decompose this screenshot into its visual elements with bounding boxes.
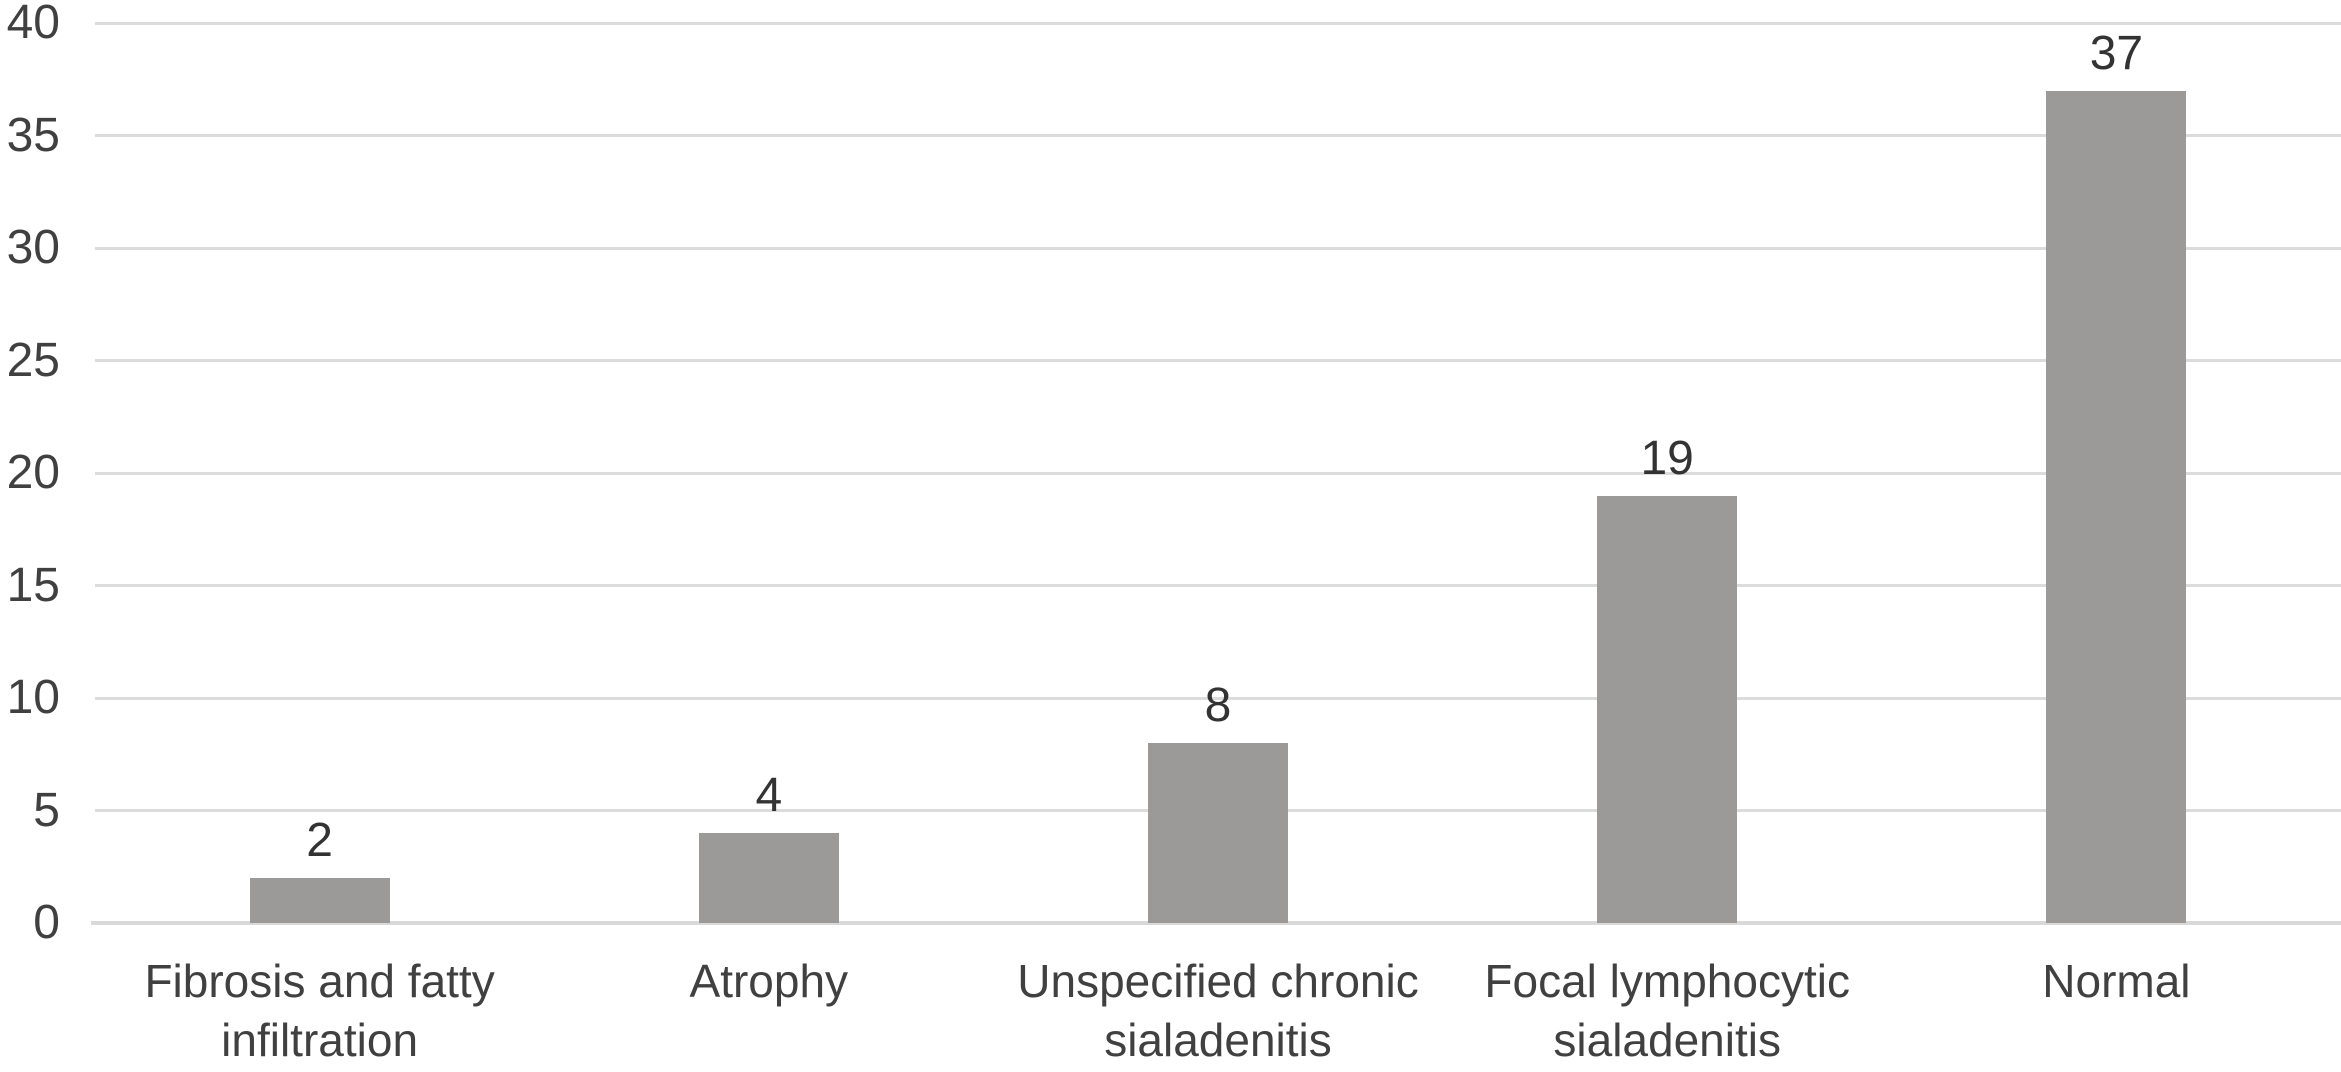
- bar: [1148, 743, 1288, 923]
- category-axis-label: Unspecified chronic sialadenitis: [1017, 955, 1419, 1066]
- bar: [2046, 90, 2187, 923]
- gridline: [95, 584, 2341, 587]
- gridline: [95, 246, 2341, 250]
- y-axis-tick-label: 25: [6, 333, 60, 387]
- y-axis-tick-label: 10: [6, 671, 60, 724]
- y-axis-tick-label: 20: [6, 446, 60, 499]
- y-axis-tick-label: 0: [33, 896, 60, 949]
- bar-value-label: 37: [2089, 26, 2144, 80]
- y-axis-tick-label: 40: [6, 0, 60, 49]
- bar-value-label: 2: [306, 814, 333, 867]
- y-axis-tick-label: 35: [6, 108, 60, 162]
- bar: [1597, 495, 1738, 923]
- gridline: [95, 134, 2341, 137]
- gridline: [95, 359, 2341, 362]
- category-axis-label: Fibrosis and fatty infiltration: [144, 955, 495, 1066]
- gridline: [95, 21, 2341, 25]
- bar: [698, 833, 839, 923]
- gridline: [95, 696, 2341, 700]
- category-axis-label: Focal lymphocytic sialadenitis: [1484, 955, 1850, 1066]
- bar-value-label: 8: [1204, 679, 1232, 732]
- category-axis-label: Atrophy: [689, 955, 849, 1007]
- y-axis-tick-label: 5: [33, 783, 60, 837]
- y-axis-tick-label: 15: [6, 558, 60, 612]
- bar-value-label: 19: [1640, 431, 1694, 485]
- y-axis-tick-label: 30: [6, 221, 60, 274]
- bar: [249, 878, 390, 923]
- x-axis-baseline: [91, 921, 2341, 925]
- bar-value-label: 4: [755, 769, 783, 822]
- gridline: [95, 471, 2341, 475]
- category-axis-label: Normal: [2042, 955, 2191, 1007]
